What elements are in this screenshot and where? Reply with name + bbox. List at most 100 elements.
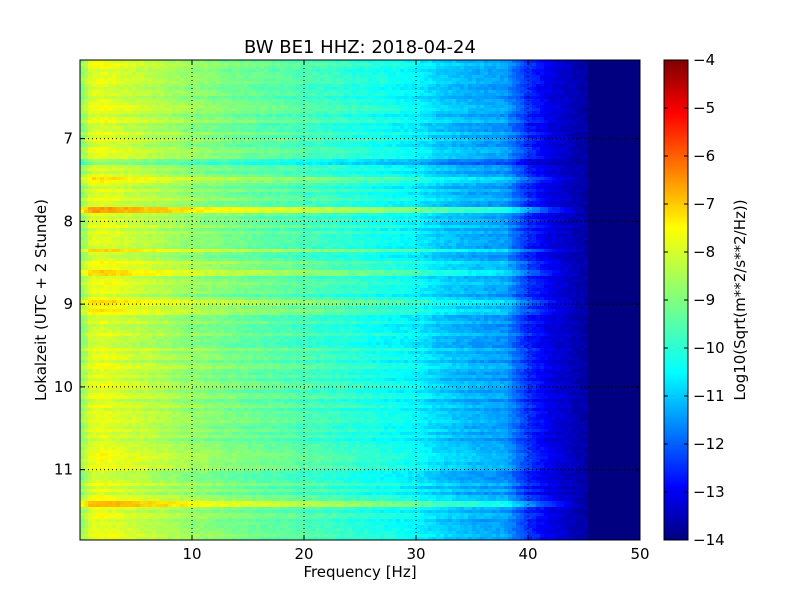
heatmap-cell [360, 63, 365, 67]
heatmap-cell [116, 75, 121, 79]
heatmap-cell [216, 90, 221, 94]
heatmap-cell [564, 60, 569, 64]
heatmap-cell [540, 63, 545, 67]
heatmap-cell [636, 63, 640, 67]
heatmap-cell [316, 105, 321, 109]
heatmap-cell [436, 63, 441, 67]
heatmap-cell [236, 90, 241, 94]
heatmap-cell [480, 99, 485, 103]
heatmap-cell [80, 75, 85, 79]
heatmap-cell [148, 105, 153, 109]
heatmap-cell [304, 72, 309, 76]
heatmap-cell [308, 60, 313, 64]
heatmap-cell [332, 93, 337, 97]
heatmap-cell [616, 72, 621, 76]
heatmap-cell [188, 111, 193, 115]
heatmap-cell [288, 84, 293, 88]
heatmap-cell [372, 66, 377, 70]
heatmap-cell [612, 93, 617, 97]
heatmap-cell [292, 90, 297, 94]
heatmap-cell [408, 66, 413, 70]
heatmap-cell [428, 87, 433, 91]
heatmap-cell [92, 72, 97, 76]
heatmap-cell [604, 75, 609, 79]
heatmap-cell [444, 93, 449, 97]
heatmap-cell [432, 96, 437, 100]
heatmap-cell [588, 87, 593, 91]
heatmap-cell [436, 87, 441, 91]
heatmap-cell [488, 63, 493, 67]
heatmap-cell [432, 93, 437, 97]
heatmap-cell [84, 90, 89, 94]
heatmap-cell [448, 75, 453, 79]
heatmap-cell [188, 63, 193, 67]
chart-title: BW BE1 HHZ: 2018-04-24 [244, 37, 476, 58]
heatmap-cell [156, 78, 161, 82]
heatmap-cell [392, 93, 397, 97]
heatmap-cell [604, 93, 609, 97]
heatmap-cell [220, 111, 225, 115]
heatmap-cell [120, 105, 125, 109]
heatmap-cell [532, 102, 537, 106]
heatmap-cell [480, 69, 485, 73]
heatmap-cell [176, 108, 181, 112]
heatmap-cell [252, 63, 257, 67]
heatmap-cell [612, 105, 617, 109]
heatmap-cell [284, 96, 289, 100]
heatmap-cell [164, 63, 169, 67]
heatmap-cell [608, 63, 613, 67]
heatmap-cell [312, 84, 317, 88]
heatmap-cell [232, 105, 237, 109]
heatmap-cell [200, 84, 205, 88]
heatmap-cell [164, 93, 169, 97]
heatmap-cell [312, 78, 317, 82]
heatmap-cell [396, 69, 401, 73]
heatmap-cell [560, 96, 565, 100]
heatmap-cell [520, 60, 525, 64]
heatmap-cell [144, 105, 149, 109]
heatmap-cell [288, 72, 293, 76]
heatmap-cell [264, 66, 269, 70]
heatmap-cell [544, 72, 549, 76]
heatmap-cell [448, 99, 453, 103]
heatmap-cell [228, 66, 233, 70]
heatmap-cell [412, 108, 417, 112]
heatmap-cell [88, 96, 93, 100]
heatmap-cell [444, 96, 449, 100]
heatmap-cell [372, 96, 377, 100]
heatmap-cell [616, 78, 621, 82]
heatmap-cell [144, 93, 149, 97]
heatmap-cell [388, 63, 393, 67]
heatmap-cell [488, 69, 493, 73]
heatmap-cell [368, 105, 373, 109]
heatmap-cell [436, 81, 441, 85]
heatmap-cell [552, 75, 557, 79]
heatmap-cell [340, 87, 345, 91]
heatmap-cell [608, 90, 613, 94]
heatmap-cell [100, 81, 105, 85]
heatmap-cell [344, 78, 349, 82]
heatmap-cell [544, 63, 549, 67]
heatmap-cell [108, 96, 113, 100]
heatmap-cell [488, 78, 493, 82]
heatmap-cell [416, 81, 421, 85]
heatmap-cell [616, 63, 621, 67]
heatmap-cell [400, 96, 405, 100]
heatmap-cell [444, 72, 449, 76]
heatmap-cell [152, 111, 157, 115]
heatmap-cell [636, 96, 640, 100]
heatmap-cell [564, 105, 569, 109]
heatmap-cell [380, 72, 385, 76]
heatmap-cell [128, 108, 133, 112]
heatmap-cell [616, 108, 621, 112]
heatmap-cell [612, 99, 617, 103]
heatmap-cell [172, 81, 177, 85]
heatmap-cell [352, 99, 357, 103]
heatmap-cell [524, 87, 529, 91]
heatmap-cell [528, 78, 533, 82]
heatmap-cell [492, 72, 497, 76]
heatmap-cell [88, 84, 93, 88]
heatmap-cell [268, 102, 273, 106]
heatmap-cell [452, 105, 457, 109]
heatmap-cell [604, 78, 609, 82]
